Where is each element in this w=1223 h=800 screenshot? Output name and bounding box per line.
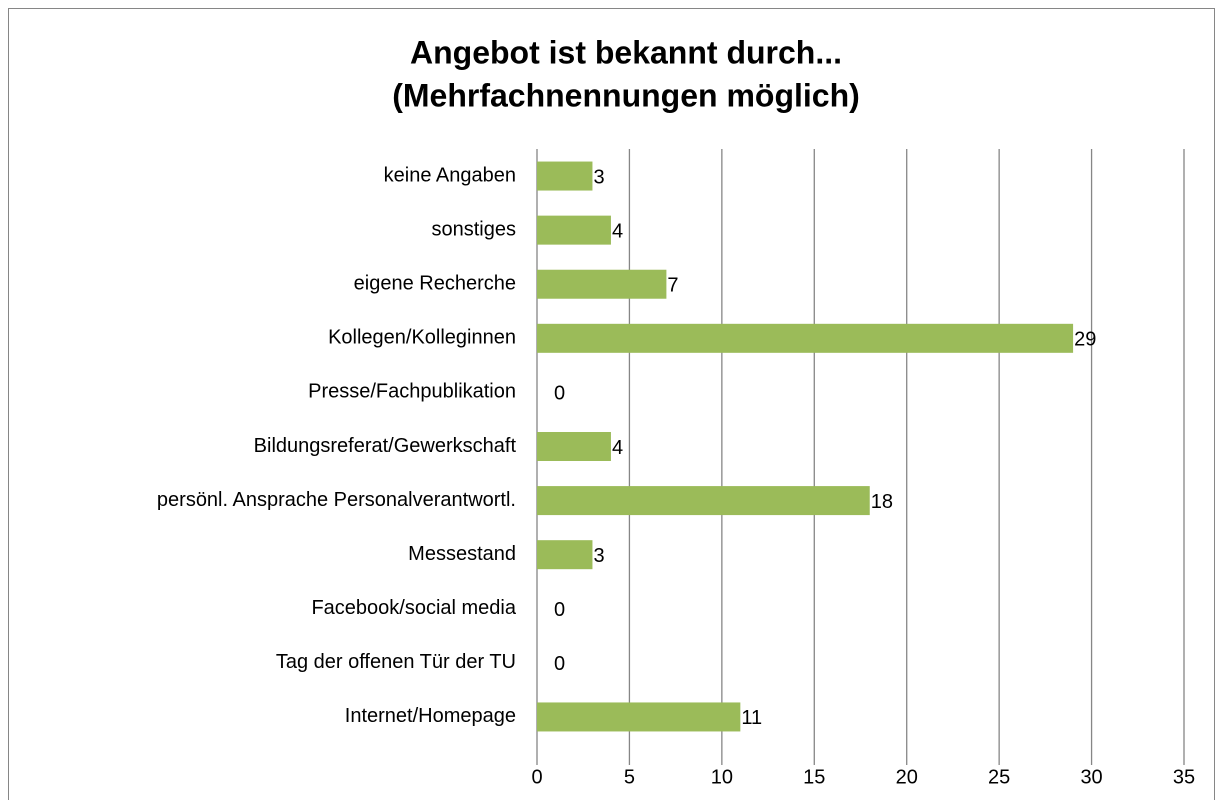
y-tick-label: persönl. Ansprache Personalverantwortl.	[157, 489, 516, 511]
y-tick-label: eigene Recherche	[354, 273, 516, 295]
bar	[537, 215, 611, 245]
y-tick-label: Bildungsreferat/Gewerkschaft	[254, 435, 517, 457]
data-label: 0	[554, 383, 565, 405]
y-tick-label: Presse/Fachpublikation	[308, 381, 516, 403]
data-label: 29	[1074, 329, 1096, 351]
bar	[537, 323, 1074, 353]
y-tick-label: Messestand	[408, 543, 516, 565]
chart-title: Angebot ist bekannt durch...	[410, 34, 842, 70]
x-tick-label: 30	[1080, 766, 1102, 788]
data-label: 3	[593, 166, 604, 188]
x-tick-label: 10	[711, 766, 733, 788]
chart-title: (Mehrfachnennungen möglich)	[392, 77, 860, 113]
bar	[537, 269, 667, 299]
data-label: 4	[612, 220, 623, 242]
y-tick-label: sonstiges	[432, 218, 517, 240]
bar	[537, 486, 870, 516]
x-tick-label: 5	[624, 766, 635, 788]
data-label: 4	[612, 437, 623, 459]
data-label: 0	[554, 653, 565, 675]
bar	[537, 432, 611, 461]
x-tick-label: 25	[988, 766, 1010, 788]
data-label: 3	[593, 545, 604, 567]
y-tick-label: keine Angaben	[384, 164, 516, 186]
y-tick-label: Tag der offenen Tür der TU	[276, 651, 516, 673]
y-tick-label: Kollegen/Kolleginnen	[328, 327, 516, 349]
x-tick-label: 15	[803, 766, 825, 788]
x-tick-label: 20	[896, 766, 918, 788]
chart-frame	[8, 8, 1215, 800]
y-tick-label: Internet/Homepage	[345, 705, 516, 727]
data-label: 7	[667, 275, 678, 297]
x-tick-label: 35	[1173, 766, 1195, 788]
data-label: 11	[741, 707, 762, 729]
bar	[537, 161, 593, 191]
x-tick-label: 0	[531, 766, 542, 788]
data-label: 0	[554, 599, 565, 621]
bar	[537, 540, 593, 570]
data-label: 18	[871, 491, 893, 513]
bar	[537, 702, 741, 732]
y-tick-label: Facebook/social media	[311, 597, 516, 619]
